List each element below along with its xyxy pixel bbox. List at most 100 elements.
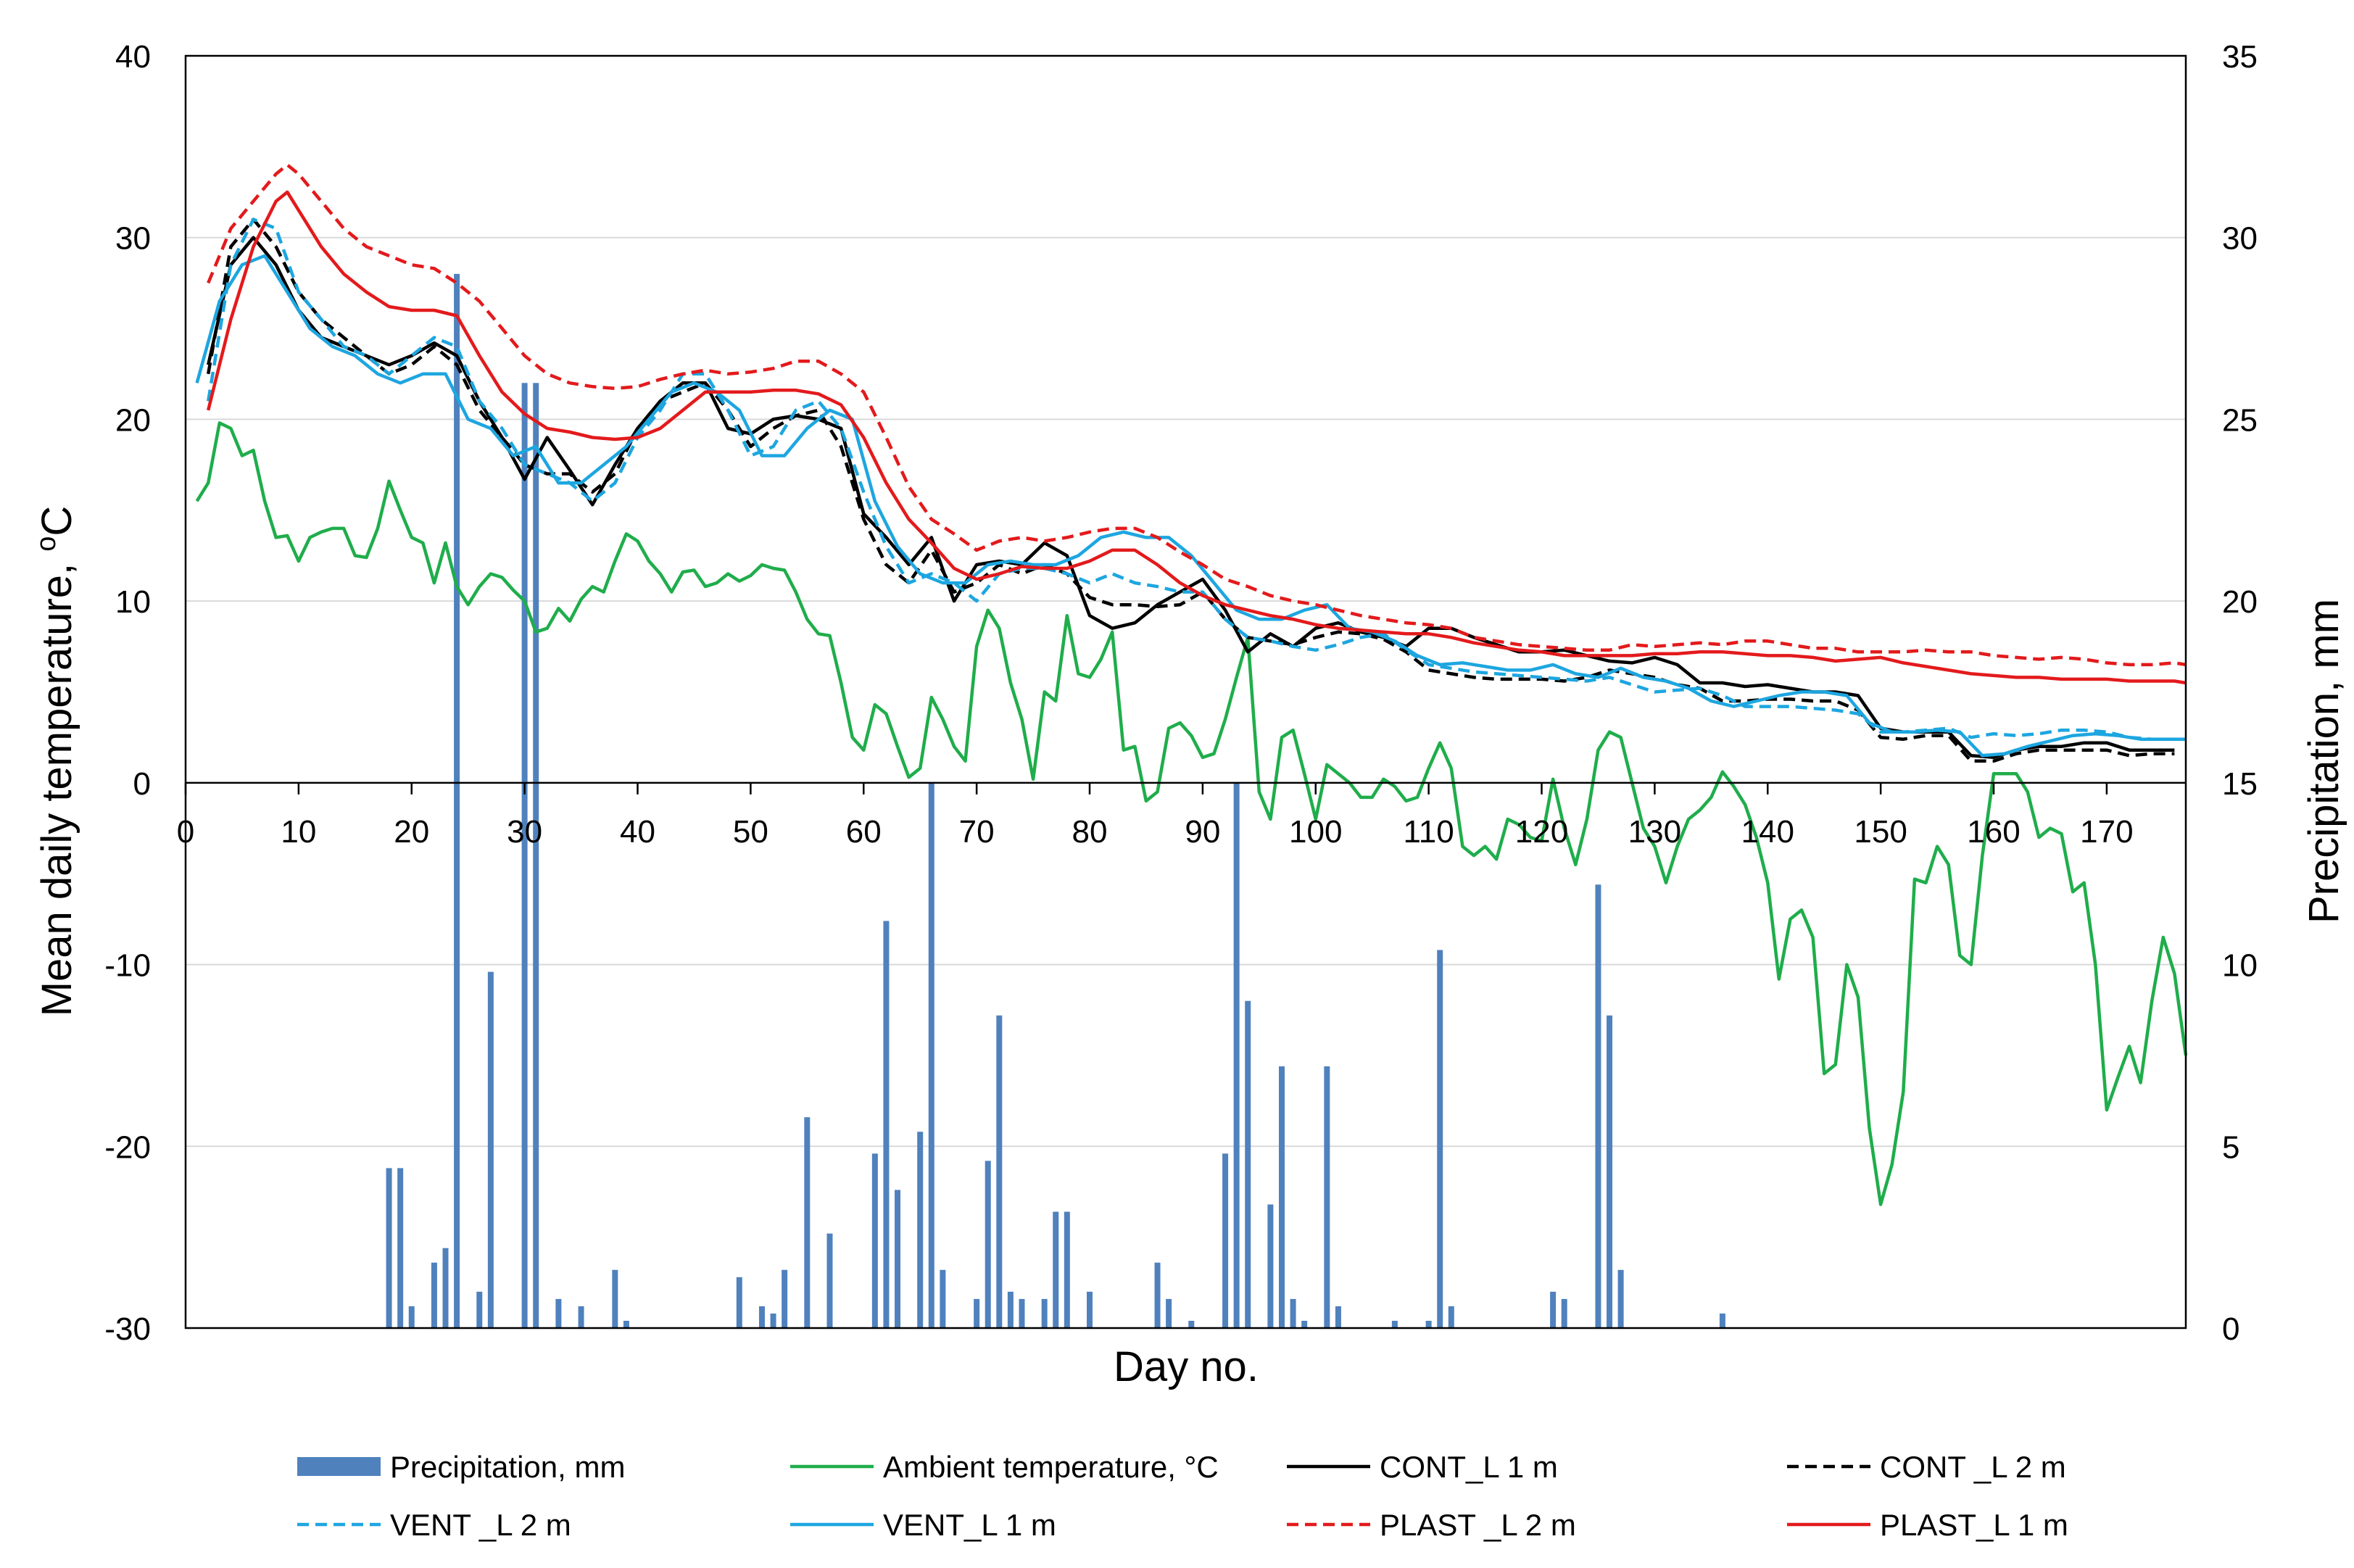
precip-bar	[985, 1161, 991, 1328]
precip-bar	[883, 921, 890, 1328]
precip-bar	[1561, 1298, 1567, 1328]
legend-label: VENT _L 2 m	[390, 1508, 571, 1542]
precip-bar	[770, 1313, 776, 1328]
precip-bar	[1425, 1320, 1432, 1328]
precip-bar	[1391, 1320, 1398, 1328]
y-right-tick-label: 30	[2222, 221, 2258, 257]
precip-bar	[487, 971, 494, 1328]
precip-bar	[397, 1168, 404, 1328]
precip-bar	[871, 1153, 878, 1328]
precip-bar	[1064, 1211, 1070, 1328]
temperature-series	[195, 163, 2188, 1206]
precip-bar	[1617, 1269, 1624, 1328]
y-axis-left-title-main: Mean daily temperature,	[33, 552, 80, 1017]
precip-bar	[1233, 782, 1240, 1328]
precip-bar	[928, 782, 934, 1328]
legend-swatch-bar	[297, 1457, 381, 1476]
legend-label: PLAST _L 2 m	[1380, 1508, 1576, 1542]
precip-bar	[826, 1233, 833, 1328]
y-right-tick-label: 10	[2222, 948, 2258, 984]
y-left-tick-label: 30	[115, 221, 151, 257]
y-left-tick-label: -30	[104, 1311, 151, 1347]
axes: 0 10 20 30 40 50 60 70 80 90 100 110 120 130 140 150 160…	[104, 39, 2258, 1347]
x-tick-label: 80	[1072, 814, 1108, 850]
legend-label: PLAST_L 1 m	[1880, 1508, 2068, 1542]
precip-bar	[578, 1306, 584, 1328]
precip-bar	[996, 1015, 1003, 1328]
series-line-plast-dashed	[207, 163, 2187, 667]
legend-label: Precipitation, mm	[390, 1450, 625, 1484]
precip-bar	[758, 1306, 765, 1328]
precip-bar	[476, 1291, 483, 1328]
legend: Precipitation, mm Ambient temperature, °C…	[297, 1450, 2068, 1542]
precipitation-bars	[386, 273, 1725, 1329]
precip-bar	[1007, 1291, 1014, 1328]
x-tick-label: 50	[733, 814, 768, 850]
y-left-tick-label: 10	[115, 584, 151, 620]
precip-bar	[1041, 1298, 1048, 1328]
precip-bar	[1448, 1306, 1454, 1328]
precip-bar	[1278, 1066, 1285, 1328]
x-tick-label: 40	[620, 814, 655, 850]
x-tick-label: 100	[1289, 814, 1342, 850]
precip-bar	[454, 273, 460, 1328]
precip-bar	[1245, 1000, 1251, 1328]
x-tick-label: 70	[959, 814, 995, 850]
precip-bar	[386, 1168, 392, 1328]
precip-bar	[917, 1132, 924, 1328]
precip-bar	[1290, 1298, 1296, 1328]
precip-bar	[1437, 950, 1443, 1328]
y-left-tick-label: -10	[104, 948, 151, 984]
precip-bar	[408, 1306, 415, 1328]
precip-bar	[1154, 1262, 1161, 1328]
x-tick-label: 30	[507, 814, 542, 850]
y-left-tick-label: 0	[133, 766, 151, 802]
precip-bar	[1324, 1066, 1330, 1328]
precip-bar	[612, 1269, 618, 1328]
precip-bar	[1335, 1306, 1341, 1328]
y-axis-left-title-sup: o	[31, 536, 62, 552]
y-right-tick-label: 0	[2222, 1311, 2239, 1347]
y-left-tick-label: -20	[104, 1129, 151, 1165]
precip-bar	[1301, 1320, 1308, 1328]
precip-bar	[1019, 1298, 1025, 1328]
y-right-tick-label: 15	[2222, 766, 2258, 802]
precip-bar	[521, 383, 528, 1329]
y-axis-left-title-unit: C	[33, 506, 80, 536]
x-axis-title: Day no.	[1114, 1343, 1259, 1390]
x-tick-label: 120	[1515, 814, 1568, 850]
x-tick-label: 0	[177, 814, 194, 850]
precip-bar	[1719, 1313, 1725, 1328]
y-axis-left-title: Mean daily temperature, oC	[31, 506, 80, 1017]
precip-bar	[895, 1190, 901, 1328]
precip-bar	[1053, 1211, 1059, 1328]
x-tick-label: 10	[281, 814, 316, 850]
precip-bar	[1267, 1204, 1274, 1328]
series-line-cont-solid	[207, 236, 2175, 760]
x-tick-label: 110	[1404, 814, 1454, 850]
y-right-tick-label: 25	[2222, 402, 2258, 438]
precip-bar	[1166, 1298, 1172, 1328]
y-axis-right-title: Precipitation, mm	[2300, 599, 2347, 924]
y-right-tick-label: 5	[2222, 1129, 2239, 1165]
legend-label: CONT _L 2 m	[1880, 1450, 2066, 1484]
x-tick-label: 170	[2080, 814, 2133, 850]
precip-bar	[442, 1248, 449, 1328]
precip-bar	[974, 1298, 980, 1328]
y-right-tick-label: 20	[2222, 584, 2258, 620]
series-line-vent-dashed	[206, 217, 2175, 741]
precip-bar	[1188, 1320, 1195, 1328]
legend-label: CONT_L 1 m	[1380, 1450, 1558, 1484]
series-line-plast-solid	[207, 190, 2187, 685]
precip-bar	[555, 1298, 562, 1328]
precip-bar	[1222, 1153, 1229, 1328]
x-tick-label: 160	[1967, 814, 2020, 850]
precip-bar	[623, 1320, 629, 1328]
y-left-tick-label: 20	[115, 402, 151, 438]
y-left-tick-label: 40	[115, 39, 151, 75]
x-tick-label: 90	[1185, 814, 1220, 850]
precip-bar	[940, 1269, 946, 1328]
x-tick-label: 150	[1854, 814, 1907, 850]
